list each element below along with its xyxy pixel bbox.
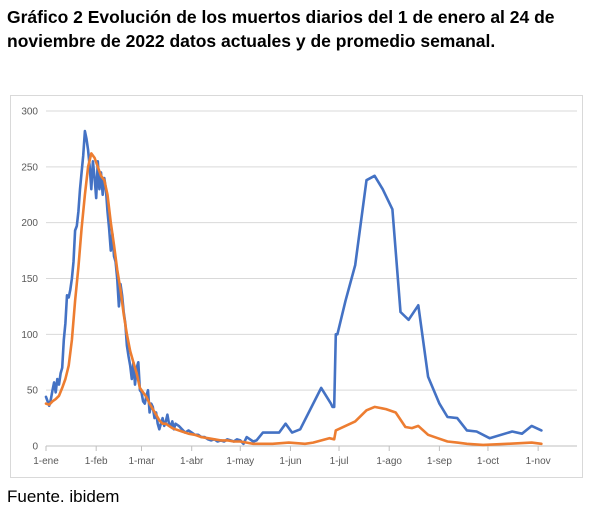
line-chart: 0 50 100 150 200 250 300 1-ene 1-feb 1-mar 1-abr 1-… [21,107,577,467]
source-note: Fuente. ibidem [7,487,120,506]
series-line-2 [44,152,543,447]
x-tick-label: 1-sep [427,456,452,467]
y-tick-label: 150 [21,274,38,285]
x-tick-label: 1-jun [279,456,301,467]
y-tick-label: 300 [21,107,38,118]
x-tick-label: 1-abr [180,456,204,467]
x-tick-label: 1-nov [526,456,551,467]
y-tick-label: 0 [32,442,38,453]
x-tick-label: 1-mar [128,456,155,467]
chart-title: Gráfico 2 Evolución de los muertos diari… [7,7,555,51]
x-tick-label: 1-may [226,456,254,467]
x-tick-label: 1-feb [85,456,108,467]
y-tick-label: 100 [21,330,38,341]
x-tick-label: 1-oct [477,456,499,467]
y-tick-label: 200 [21,218,38,229]
x-tick-label: 1-ago [376,456,402,467]
x-tick-label: 1-ene [33,456,59,467]
series-line-1 [44,129,543,446]
y-tick-label: 250 [21,162,38,173]
y-tick-label: 50 [27,386,39,397]
x-tick-label: 1-jul [330,456,349,467]
chart-area: 0 50 100 150 200 250 300 1-ene 1-feb 1-mar 1-abr 1-… [10,95,583,478]
